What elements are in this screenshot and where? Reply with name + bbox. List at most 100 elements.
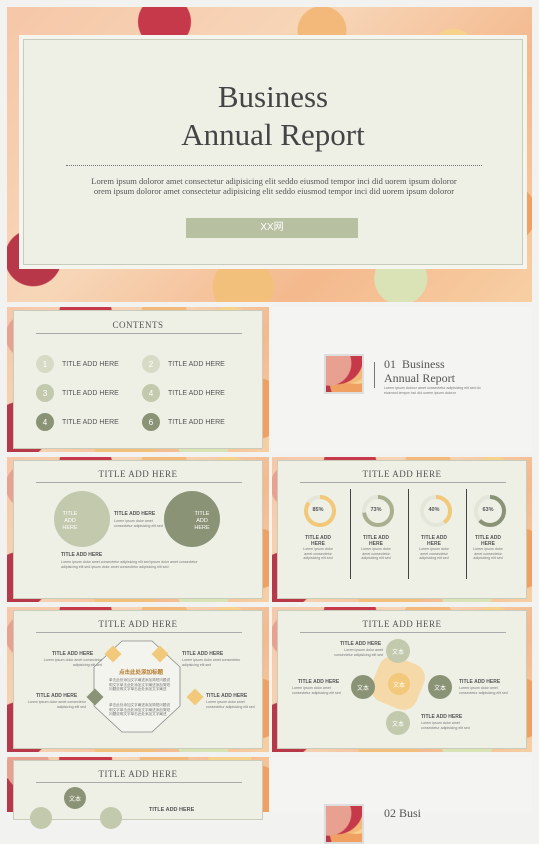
cluster-t2-text: Lorem ipsum dolor amet consectetur adipi… (292, 686, 341, 695)
br-text: Lorem ipsum dolor amet consectetur adipi… (206, 700, 255, 709)
progress-item: 73% TITLE ADD HERE Lorem ipsum dolor amet … (358, 493, 398, 561)
progress-divider (408, 489, 409, 579)
venn-mid-text: Lorem ipsum dolor amet consectetur adipi… (114, 519, 163, 528)
cluster-t4: TITLE ADD HERE (421, 714, 463, 720)
br-title: TITLE ADD HERE (206, 693, 248, 699)
contents-item[interactable]: 2 TITLE ADD HERE (142, 355, 225, 373)
cover-slide: Business Annual Report Lorem ipsum dolor… (7, 7, 532, 302)
contents-item[interactable]: 6 TITLE ADD HERE (142, 413, 225, 431)
tr-text: Lorem ipsum dolor amet consectetur adipi… (182, 658, 241, 667)
cover-body: Lorem ipsum doloror amet consectetur adi… (91, 176, 457, 196)
progress-text: Lorem ipsum dolor amet consectetur adipi… (303, 547, 333, 561)
section-num: 01 (384, 357, 396, 371)
venn-card: TITLE ADD HERE TITLE ADD HERE TITLE ADD … (13, 460, 263, 599)
cluster-title: TITLE ADD HERE (362, 619, 442, 629)
right-circle (164, 491, 220, 547)
tree-node-left (30, 807, 52, 829)
contents-item[interactable]: 1 TITLE ADD HERE (36, 355, 119, 373)
progress-ring (304, 495, 336, 527)
progress-item: 40% TITLE ADD HERE Lorem ipsum dolor amet … (416, 493, 456, 561)
octagon-rule (36, 632, 242, 633)
venn-bottom-text: Lorem ipsum dolor amet consectetur adipi… (61, 560, 198, 569)
contents-label: TITLE ADD HERE (62, 418, 119, 426)
progress-title: TITLE ADD HERE (362, 469, 442, 479)
progress-ring (362, 495, 394, 527)
section-slide: 01 Business Annual Report Lorem ipsum do… (272, 307, 532, 452)
slide-venn: TITLE ADD HERE TITLE ADD HERE TITLE ADD … (7, 457, 269, 602)
octagon-card: TITLE ADD HERE 点击此处添加标题 单击此处添加文字阐述添加简短问题… (13, 610, 263, 749)
bl-text: Lorem ipsum dolor amet consectetur adipi… (27, 700, 86, 709)
progress-arc (362, 495, 394, 527)
node-center: 文本 (388, 673, 410, 695)
progress-ring (474, 495, 506, 527)
progress-label: TITLE ADD HERE (305, 535, 331, 547)
cluster-t1-text: Lorem ipsum dolor amet consectetur adipi… (334, 648, 383, 657)
contents-num-1: 1 (36, 355, 54, 373)
contents-slide: CONTENTS 1 TITLE ADD HERE 2 TITLE ADD HE… (7, 307, 269, 452)
venn-rule (36, 482, 242, 483)
dotted-rule (66, 165, 482, 166)
octagon-title: TITLE ADD HERE (98, 619, 178, 629)
slide-octagon: TITLE ADD HERE 点击此处添加标题 单击此处添加文字阐述添加简短问题… (7, 607, 269, 752)
progress-arc (474, 495, 506, 527)
progress-pct: 63% (482, 507, 494, 513)
contents-title: CONTENTS (112, 320, 164, 330)
cluster-t1: TITLE ADD HERE (340, 641, 382, 647)
contents-label: TITLE ADD HERE (62, 389, 119, 397)
slide-cluster: TITLE ADD HERE 文本 文本 文本 文本 文本 TITLE ADD … (272, 607, 532, 752)
progress-pct: 85% (312, 507, 324, 513)
contents-num-3: 3 (36, 384, 54, 402)
progress-pct: 40% (428, 507, 440, 513)
progress-divider (466, 489, 467, 579)
cluster-card: TITLE ADD HERE 文本 文本 文本 文本 文本 TITLE ADD … (277, 610, 527, 749)
contents-item[interactable]: 4 TITLE ADD HERE (36, 413, 119, 431)
progress-ring (420, 495, 452, 527)
tree-card: TITLE ADD HERE 文本 TITLE ADD HERE (13, 760, 263, 829)
slide-tree: TITLE ADD HERE 文本 TITLE ADD HERE (7, 757, 269, 829)
progress-arc (420, 495, 452, 527)
section2-slide: 02 Busi (272, 757, 532, 844)
contents-num-6: 6 (142, 413, 160, 431)
progress-text: Lorem ipsum dolor amet consectetur adipi… (473, 547, 503, 561)
contents-item[interactable]: 3 TITLE ADD HERE (36, 384, 119, 402)
section-heading: 01 Business Annual Report (384, 357, 455, 385)
cluster-t3: TITLE ADD HERE (459, 679, 501, 685)
tl-text: Lorem ipsum dolor amet consectetur adipi… (43, 658, 102, 667)
right-circle-label: TITLE ADD HERE (194, 511, 210, 532)
progress-rule (300, 482, 506, 483)
progress-label: TITLE ADD HERE (421, 535, 447, 547)
node-top: 文本 (386, 639, 410, 663)
contents-num-4: 4 (142, 384, 160, 402)
progress-label: TITLE ADD HERE (363, 535, 389, 547)
contents-label: TITLE ADD HERE (168, 389, 225, 397)
section2-title1: Busi (399, 806, 422, 820)
tr-title: TITLE ADD HERE (182, 651, 224, 657)
slide-progress: TITLE ADD HERE 85% TITLE ADD HERE Lorem ip… (272, 457, 532, 602)
tree-node: 文本 (64, 787, 86, 809)
contents-label: TITLE ADD HERE (168, 418, 225, 426)
left-circle (54, 491, 110, 547)
left-circle-label: TITLE ADD HERE (62, 511, 78, 532)
contents-label: TITLE ADD HERE (168, 360, 225, 368)
node-left: 文本 (351, 675, 375, 699)
cluster-t2: TITLE ADD HERE (298, 679, 340, 685)
contents-rule (36, 333, 242, 334)
section2-thumb (324, 804, 364, 844)
progress-arc (304, 495, 336, 527)
section2-num: 02 (384, 806, 396, 820)
section2-heading: 02 Busi (384, 806, 421, 821)
progress-divider (350, 489, 351, 579)
magnifier-icon (186, 688, 204, 706)
cover-card: Business Annual Report Lorem ipsum dolor… (23, 39, 523, 265)
tree-node-right (100, 807, 122, 829)
contents-item[interactable]: 4 TITLE ADD HERE (142, 384, 225, 402)
cluster-t4-text: Lorem ipsum dolor amet consectetur adipi… (421, 721, 470, 730)
contents-num-2: 2 (142, 355, 160, 373)
cover-title-line1: Business (217, 79, 329, 114)
cover-title: Business Annual Report (24, 78, 522, 154)
cover-button[interactable]: XX网 (186, 218, 358, 238)
tree-rule (36, 782, 242, 783)
section-title2: Annual Report (384, 371, 455, 385)
section-desc: Lorem ipsum doloror amet consectetur adi… (384, 386, 481, 395)
node-right: 文本 (428, 675, 452, 699)
